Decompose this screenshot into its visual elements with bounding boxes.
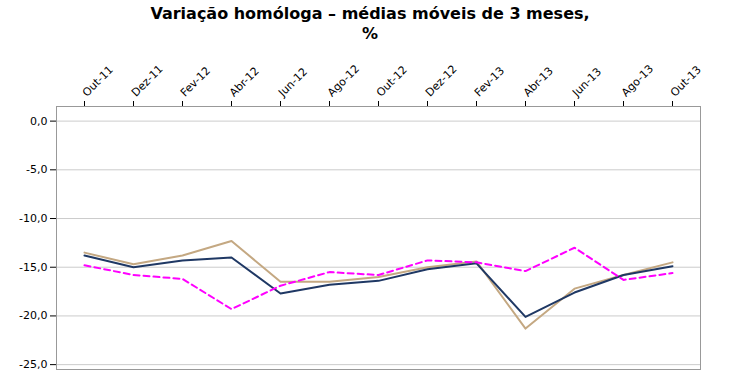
html-text:Variação homóloga – médias móv: Variação homóloga – médias móveis de 3 m… (150, 4, 590, 23)
svg-text:Abr-13: Abr-13 (521, 64, 556, 99)
svg-text:Abr-12: Abr-12 (227, 64, 262, 99)
svg-text:Dez-11: Dez-11 (129, 63, 166, 100)
svg-text:Out-12: Out-12 (374, 63, 410, 99)
svg-text:Fev-12: Fev-12 (178, 64, 213, 99)
svg-text:-20,0: -20,0 (19, 309, 47, 322)
svg-text:Ago-12: Ago-12 (325, 62, 362, 99)
svg-text:Jun-12: Jun-12 (275, 65, 310, 100)
svg-text:Fev-13: Fev-13 (472, 64, 507, 99)
svg-text:Jun-13: Jun-13 (569, 65, 604, 100)
svg-text:Dez-12: Dez-12 (423, 63, 460, 100)
svg-text:-10,0: -10,0 (19, 212, 47, 225)
svg-text:Out-13: Out-13 (668, 63, 704, 99)
svg-text:-5,0: -5,0 (26, 163, 47, 176)
svg-text:Ago-13: Ago-13 (619, 62, 656, 99)
svg-text:Out-11: Out-11 (80, 63, 116, 99)
svg-text:-15,0: -15,0 (19, 261, 47, 274)
svg-text:0,0: 0,0 (30, 115, 48, 128)
svg-text:-25,0: -25,0 (19, 358, 47, 371)
